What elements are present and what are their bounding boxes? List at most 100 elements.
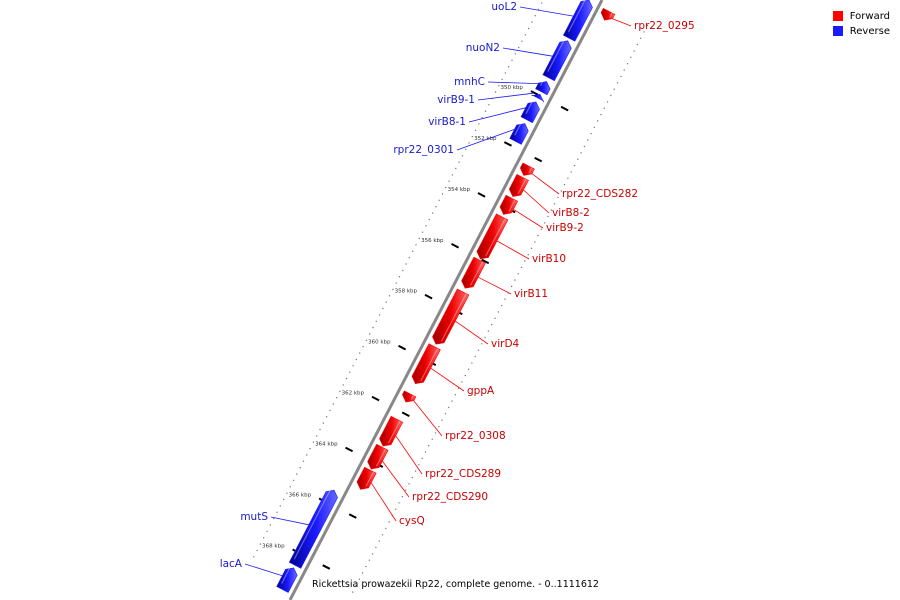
minor-tick-dot (465, 148, 467, 151)
gene-arrow[interactable] (461, 256, 486, 289)
gene-label[interactable]: lacA (220, 558, 243, 570)
minor-tick-dot (471, 362, 473, 364)
minor-tick-dot (491, 324, 493, 326)
minor-tick-dot (312, 441, 315, 443)
gene-nuon2[interactable]: nuoN2 (466, 38, 572, 82)
gene-arrow[interactable] (562, 0, 593, 42)
gene-arrow[interactable] (379, 415, 404, 447)
gene-virb9-1[interactable]: virB9-1 (437, 91, 545, 106)
gene-arrow[interactable] (288, 489, 338, 569)
minor-tick-dot (481, 116, 483, 119)
minor-tick-dot (527, 27, 530, 30)
minor-tick-dot (375, 320, 377, 322)
gene-cysq[interactable]: cysQ (356, 466, 425, 527)
minor-tick-dot (521, 40, 523, 42)
gene-rpr22-0308[interactable]: rpr22_0308 (402, 390, 506, 442)
gene-rpr22-0301[interactable]: rpr22_0301 (393, 121, 529, 156)
gene-arrow[interactable] (356, 466, 377, 490)
gene-rpr22-cds282[interactable]: rpr22_CDS282 (519, 162, 638, 200)
gene-arrow[interactable] (476, 213, 509, 260)
gene-label[interactable]: virB9-2 (546, 222, 584, 234)
gene-label[interactable]: virB9-1 (437, 94, 475, 106)
minor-tick-dot (421, 231, 424, 233)
gene-label[interactable]: rpr22_0301 (393, 144, 454, 156)
gene-label[interactable]: virB8-1 (428, 116, 466, 128)
gene-label[interactable]: gppA (467, 385, 495, 397)
minor-tick-dot (438, 425, 440, 428)
gene-label[interactable]: virB10 (532, 253, 566, 265)
minor-tick-dot (352, 365, 354, 367)
gene-label[interactable]: rpr22_0308 (445, 430, 506, 442)
gene-label[interactable]: uoL2 (491, 1, 517, 13)
minor-tick-dot (606, 101, 609, 103)
minor-tick-dot (524, 34, 526, 36)
gene-rpr22-cds290[interactable]: rpr22_CDS290 (367, 443, 488, 503)
gene-vird4[interactable]: virD4 (432, 288, 520, 350)
gene-rpr22-0295[interactable]: rpr22_0295 (600, 7, 695, 32)
gene-gppa[interactable]: gppA (411, 343, 495, 397)
minor-tick-dot (494, 317, 496, 319)
minor-tick-dot (590, 133, 592, 135)
minor-tick-dot (361, 572, 364, 574)
minor-tick-dot (332, 403, 334, 405)
minor-tick-dot (636, 43, 639, 46)
gene-label[interactable]: cysQ (399, 515, 425, 527)
gene-laca[interactable]: lacA (220, 558, 298, 593)
minor-tick-dot (455, 167, 457, 170)
minor-tick-dot (345, 377, 348, 380)
minor-tick-dot (444, 413, 447, 415)
gene-label[interactable]: virB11 (514, 288, 548, 300)
gene-label[interactable]: mutS (240, 511, 268, 523)
gene-virb10[interactable]: virB10 (476, 213, 566, 265)
gene-arrow[interactable] (520, 101, 540, 124)
gene-arrow[interactable] (531, 93, 545, 103)
gene-virb9-2[interactable]: virB9-2 (499, 194, 584, 234)
gene-label[interactable]: mnhC (454, 76, 485, 88)
gene-uol2[interactable]: uoL2 (491, 0, 593, 42)
minor-tick-dot (382, 307, 384, 310)
minor-tick-dot (527, 254, 529, 256)
minor-tick-dot (385, 527, 387, 530)
minor-tick-dot (431, 438, 433, 440)
minor-tick-dot (375, 546, 377, 549)
gene-arrow[interactable] (432, 288, 470, 345)
gene-label[interactable]: rpr22_CDS282 (562, 188, 638, 200)
gene-label[interactable]: nuoN2 (466, 42, 500, 54)
gene-arrow[interactable] (276, 567, 298, 593)
gene-label[interactable]: rpr22_0295 (634, 20, 695, 32)
gene-label[interactable]: virB8-2 (552, 207, 590, 219)
major-tick (398, 344, 407, 351)
gene-virb8-1[interactable]: virB8-1 (428, 100, 540, 128)
gene-arrow[interactable] (535, 81, 551, 96)
gene-arrow[interactable] (411, 343, 441, 385)
gene-virb11[interactable]: virB11 (461, 256, 548, 300)
gene-highlight (508, 199, 516, 212)
gene-arrow[interactable] (509, 123, 529, 145)
gene-label[interactable]: rpr22_CDS289 (425, 468, 501, 480)
minor-tick-dot (445, 186, 447, 189)
minor-tick-dot (421, 457, 423, 460)
minor-tick-dot (534, 15, 536, 17)
gene-arrow[interactable] (519, 162, 535, 176)
minor-tick-dot (431, 212, 434, 214)
gene-rpr22-cds289[interactable]: rpr22_CDS289 (379, 415, 502, 480)
gene-label[interactable]: virD4 (491, 338, 520, 350)
gene-arrow[interactable] (508, 173, 529, 197)
gene-muts[interactable]: mutS (240, 488, 338, 569)
minor-tick-dot (269, 524, 272, 526)
minor-tick-dot (553, 203, 556, 205)
minor-tick-dot (510, 285, 513, 288)
minor-tick-dot (402, 269, 404, 272)
gene-arrow[interactable] (402, 390, 417, 403)
gene-arrow[interactable] (600, 7, 616, 21)
gene-virb8-2[interactable]: virB8-2 (508, 173, 590, 219)
minor-tick-dot (329, 409, 331, 412)
gene-highlight (410, 395, 414, 400)
gene-arrow[interactable] (367, 443, 389, 470)
gene-mnhc[interactable]: mnhC (454, 76, 551, 96)
minor-tick-dot (613, 88, 615, 90)
major-tick (345, 446, 354, 453)
gene-highlight (469, 261, 484, 286)
gene-arrow[interactable] (542, 40, 572, 82)
gene-label[interactable]: rpr22_CDS290 (412, 491, 488, 503)
